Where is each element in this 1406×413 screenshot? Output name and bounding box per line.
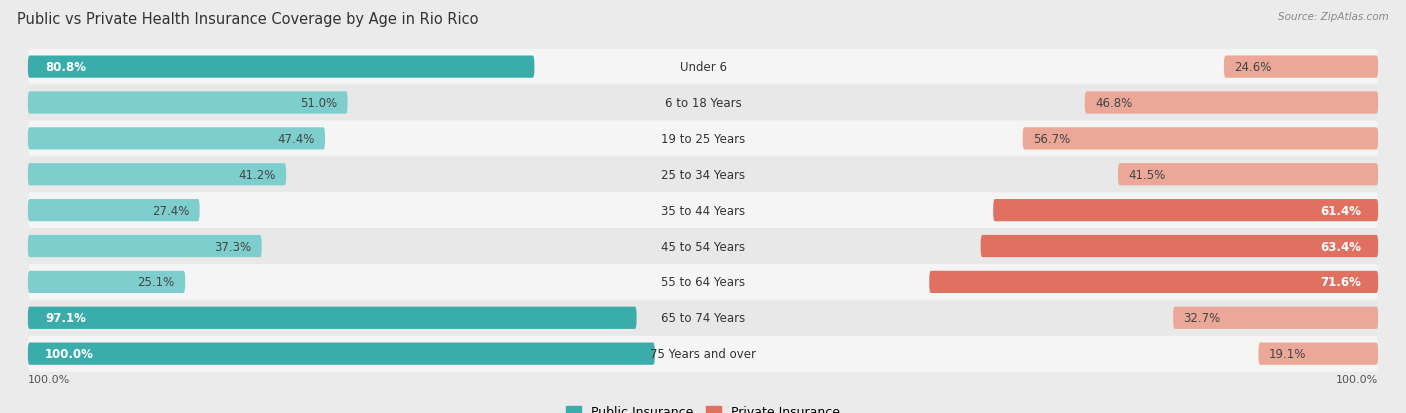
Text: 51.0%: 51.0%	[299, 97, 337, 110]
FancyBboxPatch shape	[28, 199, 200, 222]
Text: Public vs Private Health Insurance Coverage by Age in Rio Rico: Public vs Private Health Insurance Cover…	[17, 12, 478, 27]
FancyBboxPatch shape	[28, 343, 655, 365]
Text: 19 to 25 Years: 19 to 25 Years	[661, 133, 745, 145]
FancyBboxPatch shape	[28, 300, 1378, 336]
FancyBboxPatch shape	[929, 271, 1378, 293]
Text: 100.0%: 100.0%	[28, 375, 70, 385]
FancyBboxPatch shape	[28, 228, 1378, 264]
FancyBboxPatch shape	[28, 50, 1378, 85]
Text: 27.4%: 27.4%	[152, 204, 190, 217]
FancyBboxPatch shape	[28, 164, 287, 186]
FancyBboxPatch shape	[28, 264, 1378, 300]
Text: 75 Years and over: 75 Years and over	[650, 347, 756, 360]
Text: 46.8%: 46.8%	[1095, 97, 1132, 110]
Text: 63.4%: 63.4%	[1320, 240, 1361, 253]
Legend: Public Insurance, Private Insurance: Public Insurance, Private Insurance	[561, 401, 845, 413]
Text: 47.4%: 47.4%	[277, 133, 315, 145]
FancyBboxPatch shape	[28, 56, 534, 78]
Text: 80.8%: 80.8%	[45, 61, 86, 74]
Text: 71.6%: 71.6%	[1320, 276, 1361, 289]
FancyBboxPatch shape	[28, 128, 325, 150]
Text: 37.3%: 37.3%	[214, 240, 252, 253]
Text: Under 6: Under 6	[679, 61, 727, 74]
FancyBboxPatch shape	[28, 92, 347, 114]
FancyBboxPatch shape	[28, 336, 1378, 372]
FancyBboxPatch shape	[28, 85, 1378, 121]
Text: 32.7%: 32.7%	[1184, 311, 1220, 325]
FancyBboxPatch shape	[28, 157, 1378, 193]
Text: 97.1%: 97.1%	[45, 311, 86, 325]
FancyBboxPatch shape	[28, 271, 186, 293]
FancyBboxPatch shape	[980, 235, 1378, 258]
FancyBboxPatch shape	[1022, 128, 1378, 150]
Text: 45 to 54 Years: 45 to 54 Years	[661, 240, 745, 253]
Text: 6 to 18 Years: 6 to 18 Years	[665, 97, 741, 110]
Text: 100.0%: 100.0%	[45, 347, 94, 360]
FancyBboxPatch shape	[28, 121, 1378, 157]
FancyBboxPatch shape	[1118, 164, 1378, 186]
Text: 61.4%: 61.4%	[1320, 204, 1361, 217]
Text: 19.1%: 19.1%	[1268, 347, 1306, 360]
FancyBboxPatch shape	[1173, 307, 1378, 329]
Text: 65 to 74 Years: 65 to 74 Years	[661, 311, 745, 325]
FancyBboxPatch shape	[1258, 343, 1378, 365]
Text: 56.7%: 56.7%	[1033, 133, 1070, 145]
Text: 25.1%: 25.1%	[138, 276, 174, 289]
Text: 100.0%: 100.0%	[1336, 375, 1378, 385]
Text: 55 to 64 Years: 55 to 64 Years	[661, 276, 745, 289]
Text: 41.2%: 41.2%	[239, 169, 276, 181]
FancyBboxPatch shape	[28, 193, 1378, 228]
FancyBboxPatch shape	[993, 199, 1378, 222]
FancyBboxPatch shape	[28, 307, 637, 329]
Text: 35 to 44 Years: 35 to 44 Years	[661, 204, 745, 217]
Text: 41.5%: 41.5%	[1129, 169, 1166, 181]
FancyBboxPatch shape	[1085, 92, 1378, 114]
Text: Source: ZipAtlas.com: Source: ZipAtlas.com	[1278, 12, 1389, 22]
Text: 25 to 34 Years: 25 to 34 Years	[661, 169, 745, 181]
FancyBboxPatch shape	[28, 235, 262, 258]
Text: 24.6%: 24.6%	[1234, 61, 1271, 74]
FancyBboxPatch shape	[1225, 56, 1378, 78]
